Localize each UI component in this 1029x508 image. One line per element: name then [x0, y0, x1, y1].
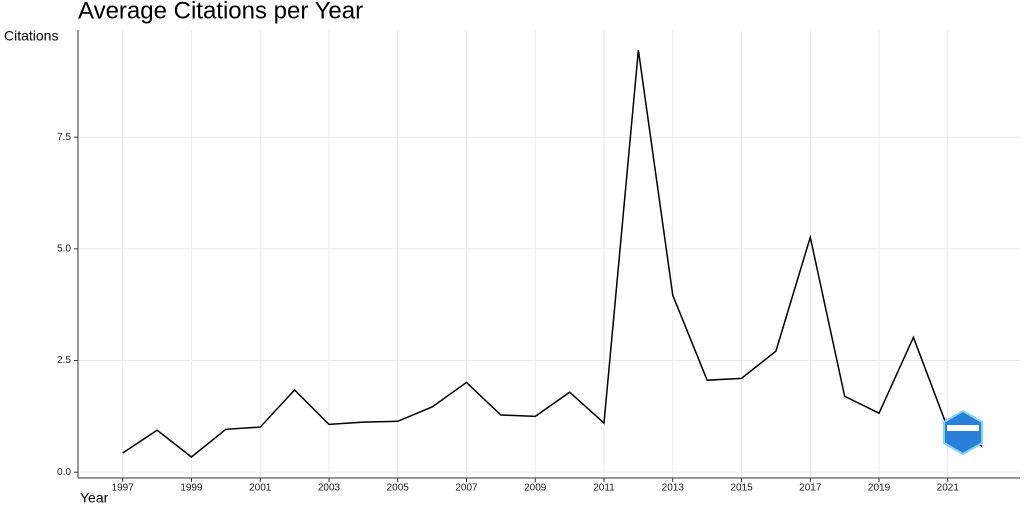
x-tick-label: 2009 — [524, 483, 547, 494]
x-tick-label: 2013 — [662, 483, 685, 494]
data-line — [122, 49, 983, 458]
x-tick-label: 2007 — [455, 483, 478, 494]
y-axis-label: Citations — [4, 28, 58, 44]
y-tick-label: 0.0 — [57, 467, 71, 478]
x-tick-label: 2003 — [318, 483, 341, 494]
y-tick-label: 5.0 — [57, 244, 71, 255]
y-tick-label: 7.5 — [57, 132, 71, 143]
x-tick-label: 1997 — [112, 483, 135, 494]
x-tick-label: 1999 — [180, 483, 203, 494]
x-tick-label: 2021 — [937, 483, 960, 494]
x-tick-label: 2017 — [799, 483, 822, 494]
x-tick-label: 2005 — [387, 483, 410, 494]
y-tick-label: 2.5 — [57, 355, 71, 366]
x-tick-label: 2001 — [249, 483, 272, 494]
x-tick-label: 2019 — [868, 483, 891, 494]
logo — [943, 409, 983, 456]
x-tick-label: 2015 — [730, 483, 753, 494]
x-axis-label: Year — [80, 490, 109, 506]
chart-title: Average Citations per Year — [78, 0, 363, 24]
x-tick-label: 2011 — [593, 483, 615, 494]
